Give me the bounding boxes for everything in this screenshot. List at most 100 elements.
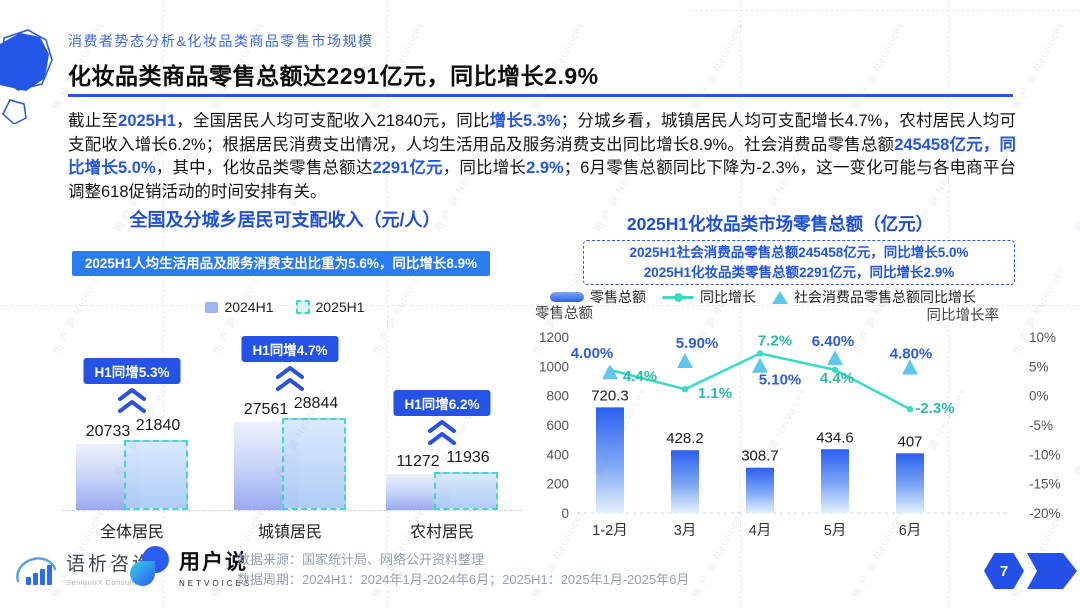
- left-axis-tick: 600: [546, 418, 569, 433]
- right-axis-tick: -20%: [1029, 506, 1061, 521]
- legend-item-social-retail-yoy: 社会消费品零售总额同比增长: [772, 287, 976, 307]
- legend-item-2025h1: 2025H1: [295, 299, 365, 315]
- growth-badge: H1同增6.2%: [393, 390, 491, 416]
- category-label: 城镇居民: [257, 524, 323, 541]
- social-growth-triangle: [752, 357, 768, 373]
- intro-highlight: 2291亿元: [372, 159, 443, 177]
- data-source-line: 数据来源：国家统计局、网络公开资料整理: [237, 552, 485, 567]
- month-label: 4月: [749, 523, 772, 539]
- guide-line: [690, 10, 1080, 11]
- legend-label: 2025H1: [315, 299, 365, 315]
- netvoices-logo: 用户说 NETVOICES: [130, 544, 253, 589]
- right-axis-tick: -15%: [1029, 477, 1061, 492]
- netvoices-logo-subtitle: NETVOICES: [179, 579, 253, 588]
- right-axis-tick: 10%: [1029, 330, 1056, 345]
- triangle-value-label: 6.40%: [812, 333, 855, 350]
- double-chevron-up-icon: [273, 364, 307, 397]
- double-chevron-up-icon: [115, 386, 149, 419]
- right-chart-legend: 零售总额 同比增长 社会消费品零售总额同比增长: [550, 287, 1018, 307]
- line-value-label: 4.4%: [820, 370, 854, 387]
- left-chart-title: 全国及分城乡居民可支配收入（元/人）: [129, 210, 441, 230]
- social-growth-triangle: [602, 364, 618, 380]
- next-page-arrow[interactable]: [1027, 553, 1077, 589]
- guide-line: [387, 0, 388, 608]
- netvoices-logo-name: 用户说: [179, 551, 248, 574]
- intro-highlight: 245458亿元，同比增长5.0%: [68, 135, 1016, 178]
- legend-bar-swatch-icon: [550, 292, 584, 302]
- data-source-block: 数据来源：国家统计局、网络公开资料整理 数据周期：2024H1：2024年1月-…: [237, 550, 689, 590]
- right-axis-tick: -10%: [1029, 447, 1061, 462]
- left-axis-tick: 400: [546, 447, 569, 462]
- month-label: 5月: [824, 523, 847, 539]
- watermark-text: 用 户 说 NetVoices: [1073, 142, 1080, 235]
- semantix-logo: 语析咨询 SemantIX Consulting: [12, 547, 154, 589]
- retail-bar: [896, 453, 924, 513]
- left-axis-title: 零售总额: [535, 305, 593, 322]
- netvoices-logo-shape: [130, 561, 155, 586]
- retail-bar: [746, 467, 774, 513]
- left-chart-legend: 2024H1 2025H1: [70, 299, 500, 315]
- intro-highlight: 2025H1: [118, 112, 176, 130]
- bar-value-label: 11272: [396, 453, 440, 470]
- yoy-line-point: [831, 366, 839, 374]
- intro-text-segment: ，其中，化妆品类零售总额达: [155, 159, 373, 177]
- month-label: 3月: [674, 523, 697, 539]
- retail-bar: [671, 450, 699, 513]
- growth-badge: H1同增5.3%: [83, 358, 181, 384]
- guide-line: [163, 0, 164, 608]
- note-line-2: 2025H1化妆品类零售总额2291亿元，同比增长2.9%: [643, 265, 955, 280]
- guide-line: [0, 305, 1080, 306]
- header-deco-icon: [0, 29, 53, 124]
- breadcrumb: 消费者势态分析&化妆品类商品零售市场规模: [68, 33, 374, 49]
- intro-paragraph: 截止至2025H1，全国居民人均可支配收入21840元，同比增长5.3%；分城乡…: [68, 110, 1016, 204]
- triangle-value-label: 4.00%: [571, 345, 614, 362]
- category-label: 全体居民: [99, 524, 165, 541]
- triangle-value-label: 4.80%: [890, 346, 933, 363]
- right-axis-tick: 5%: [1029, 359, 1049, 374]
- line-value-label: 1.1%: [698, 385, 732, 402]
- intro-text-segment: ，全国居民人均可支配收入21840元，同比: [175, 112, 490, 130]
- bar-value-label: 21840: [135, 417, 181, 434]
- note-line-1: 2025H1社会消费品零售总额245458亿元，同比增长5.0%: [629, 245, 969, 260]
- social-growth-triangle: [827, 350, 843, 366]
- note-box: 2025H1社会消费品零售总额245458亿元，同比增长5.0% 2025H1化…: [583, 240, 1015, 285]
- retail-combo-chart-svg: 零售总额 同比增长率 1200 1000 800 600 400 200 0 10% 5% 0% -5%…: [535, 305, 1061, 539]
- social-growth-triangle: [677, 353, 693, 369]
- guide-line: [948, 0, 949, 608]
- intro-text-segment: ；分城乡看，城镇居民人均可支配增长4.7%，农村居民人均可支配收入增长6.2%；…: [68, 112, 1017, 154]
- bar-value-label: 308.7: [741, 448, 779, 465]
- watermark-text: 用 户 说 NetVoices: [1011, 20, 1067, 113]
- semantix-logo-icon: [16, 557, 57, 585]
- semantix-logo-name: 语析咨询: [66, 554, 155, 575]
- legend-item-2024h1: 2024H1: [205, 299, 274, 315]
- bar-value-label: 407: [897, 433, 922, 450]
- legend-swatch-2024-icon: [205, 301, 219, 313]
- retail-bar: [596, 407, 624, 513]
- intro-highlight: 2.9%: [526, 159, 564, 177]
- left-axis-tick: 1000: [539, 359, 569, 374]
- right-axis-tick: 0%: [1029, 389, 1049, 404]
- intro-text-segment: ；6月零售总额同比下降为-2.3%，这一变化可能与各电商平台调整618促销活动的…: [68, 159, 1017, 201]
- retail-bar: [821, 449, 849, 513]
- legend-item-retail-total: 零售总额: [550, 287, 646, 307]
- social-growth-triangle: [902, 359, 918, 375]
- data-period-line: 数据周期：2024H1：2024年1月-2024年6月；2025H1：2025年…: [237, 572, 690, 587]
- semantix-logo-subtitle: SemantIX Consulting: [66, 578, 146, 587]
- left-axis-tick: 800: [546, 389, 569, 404]
- line-value-label: 4.4%: [623, 368, 657, 385]
- triangle-value-label: 5.10%: [759, 372, 802, 389]
- watermark-text: 用 户 说 NetVoices: [691, 20, 747, 113]
- netvoices-logo-icon: [130, 544, 171, 589]
- legend-label: 同比增长: [700, 289, 756, 305]
- intro-text-segment: ，同比增长: [442, 159, 527, 177]
- legend-label: 零售总额: [590, 289, 646, 305]
- bar-value-label: 11936: [446, 449, 490, 466]
- intro-highlight: 增长5.3%: [489, 112, 561, 130]
- month-label: 6月: [899, 523, 922, 539]
- bar-value-label: 428.2: [666, 430, 704, 447]
- right-axis-tick: -5%: [1029, 418, 1053, 433]
- income-bar-chart: 20733 21840 H1同增5.3% 全体居民 27561 28844 H1同增4.7%…: [62, 330, 522, 542]
- left-axis-tick: 1200: [539, 330, 569, 345]
- chart-baseline: [62, 510, 522, 511]
- legend-label: 2024H1: [224, 299, 274, 315]
